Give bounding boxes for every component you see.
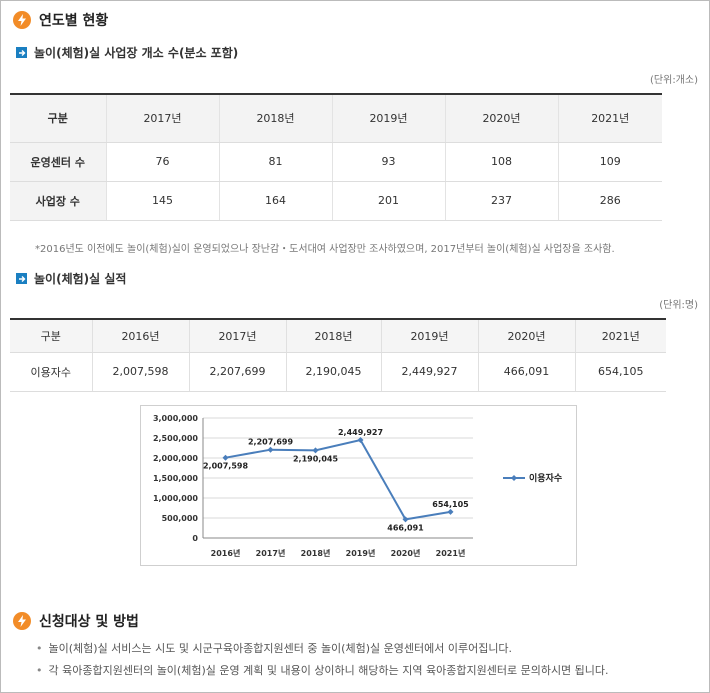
y-tick-label: 0 xyxy=(192,534,198,543)
x-tick-label: 2017년 xyxy=(256,548,286,558)
x-tick-label: 2021년 xyxy=(436,548,466,558)
table-cell: 164 xyxy=(219,181,333,221)
arrow-right-icon xyxy=(16,273,27,284)
y-tick-label: 1,500,000 xyxy=(153,474,198,483)
table-cell: 2,007,598 xyxy=(92,352,190,392)
table-cell: 76 xyxy=(106,142,220,182)
table-header-cell: 2019년 xyxy=(332,94,446,143)
unit-label: (단위:명) xyxy=(659,300,698,311)
arrow-right-icon xyxy=(16,47,27,58)
row-header-cell: 이용자수 xyxy=(10,352,93,392)
facilities-table: 구분 2017년 2018년 2019년 2020년 2021년 운영센터 수 … xyxy=(10,93,662,221)
table-cell: 81 xyxy=(219,142,333,182)
y-tick-label: 3,000,000 xyxy=(153,414,198,423)
table-header-row: 구분 2016년 2017년 2018년 2019년 2020년 2021년 xyxy=(10,319,666,353)
data-point xyxy=(267,446,274,453)
table-header-cell: 2017년 xyxy=(106,94,220,143)
data-label: 2,190,045 xyxy=(293,454,338,463)
table-cell: 145 xyxy=(106,181,220,221)
section-title-application: 신청대상 및 방법 xyxy=(13,611,139,631)
table-cell: 109 xyxy=(558,142,662,182)
y-tick-label: 2,000,000 xyxy=(153,454,198,463)
legend-label: 이용자수 xyxy=(529,472,562,484)
table-header-cell: 2018년 xyxy=(219,94,333,143)
table-cell: 2,190,045 xyxy=(286,352,382,392)
row-header-cell: 운영센터 수 xyxy=(10,142,107,182)
table-cell: 2,449,927 xyxy=(381,352,479,392)
table-header-row: 구분 2017년 2018년 2019년 2020년 2021년 xyxy=(10,94,662,143)
subsection-title-text: 놀이(체험)실 사업장 개소 수(분소 포함) xyxy=(34,46,239,60)
data-label: 654,105 xyxy=(432,500,469,509)
data-point xyxy=(357,437,364,444)
table-cell: 93 xyxy=(332,142,446,182)
section-title-text: 신청대상 및 방법 xyxy=(39,614,139,630)
unit-label: (단위:개소) xyxy=(650,75,698,86)
users-line-chart: 3,000,000 2,500,000 2,000,000 1,500,000 1,00… xyxy=(140,405,577,566)
data-point xyxy=(312,447,319,454)
list-item: 각 육아종합지원센터의 놀이(체험)실 운영 계획 및 내용이 상이하니 해당하… xyxy=(36,662,609,678)
subsection-title-facilities: 놀이(체험)실 사업장 개소 수(분소 포함) xyxy=(16,44,238,61)
footnote: *2016년도 이전에도 놀이(체험)실이 운영되었으나 장난감・도서대여 사업… xyxy=(35,244,615,255)
x-tick-label: 2019년 xyxy=(346,548,376,558)
legend-marker xyxy=(511,475,517,481)
section-title-text: 연도별 현황 xyxy=(39,13,109,29)
table-cell: 286 xyxy=(558,181,662,221)
y-tick-label: 500,000 xyxy=(162,514,199,523)
table-header-cell: 구분 xyxy=(10,94,107,143)
table-header-cell: 2017년 xyxy=(189,319,287,353)
series-line xyxy=(225,438,451,521)
table-header-cell: 2020년 xyxy=(478,319,576,353)
table-row: 이용자수 2,007,598 2,207,699 2,190,045 2,449… xyxy=(10,352,666,392)
application-info-list: 놀이(체험)실 서비스는 시도 및 시군구육아종합지원센터 중 놀이(체험)실 … xyxy=(36,640,609,684)
x-tick-label: 2020년 xyxy=(391,548,421,558)
table-header-cell: 2020년 xyxy=(445,94,559,143)
y-tick-label: 2,500,000 xyxy=(153,434,198,443)
table-cell: 108 xyxy=(445,142,559,182)
list-item: 놀이(체험)실 서비스는 시도 및 시군구육아종합지원센터 중 놀이(체험)실 … xyxy=(36,640,609,656)
table-header-cell: 2016년 xyxy=(92,319,190,353)
lightning-icon xyxy=(13,11,31,29)
subsection-title-text: 놀이(체험)실 실적 xyxy=(34,272,127,286)
table-header-cell: 2021년 xyxy=(558,94,662,143)
subsection-title-performance: 놀이(체험)실 실적 xyxy=(16,270,126,287)
table-cell: 201 xyxy=(332,181,446,221)
table-cell: 466,091 xyxy=(478,352,576,392)
table-cell: 654,105 xyxy=(575,352,666,392)
y-tick-label: 1,000,000 xyxy=(153,494,198,503)
data-point xyxy=(402,516,409,523)
x-tick-label: 2018년 xyxy=(301,548,331,558)
table-cell: 237 xyxy=(445,181,559,221)
data-point xyxy=(447,508,454,515)
table-row: 운영센터 수 76 81 93 108 109 xyxy=(10,142,662,182)
table-row: 사업장 수 145 164 201 237 286 xyxy=(10,181,662,221)
table-header-cell: 2018년 xyxy=(286,319,382,353)
data-label: 466,091 xyxy=(387,523,424,532)
data-label: 2,207,699 xyxy=(248,438,293,447)
data-point xyxy=(222,454,229,461)
x-tick-label: 2016년 xyxy=(211,548,241,558)
table-header-cell: 구분 xyxy=(10,319,93,353)
table-header-cell: 2021년 xyxy=(575,319,666,353)
row-header-cell: 사업장 수 xyxy=(10,181,107,221)
table-cell: 2,207,699 xyxy=(189,352,287,392)
chart-svg: 3,000,000 2,500,000 2,000,000 1,500,000 1,00… xyxy=(153,414,562,558)
lightning-icon xyxy=(13,612,31,630)
table-header-cell: 2019년 xyxy=(381,319,479,353)
data-label: 2,449,927 xyxy=(338,428,383,437)
data-label: 2,007,598 xyxy=(203,462,248,471)
section-title-status: 연도별 현황 xyxy=(13,10,108,30)
users-table: 구분 2016년 2017년 2018년 2019년 2020년 2021년 이… xyxy=(10,318,666,392)
